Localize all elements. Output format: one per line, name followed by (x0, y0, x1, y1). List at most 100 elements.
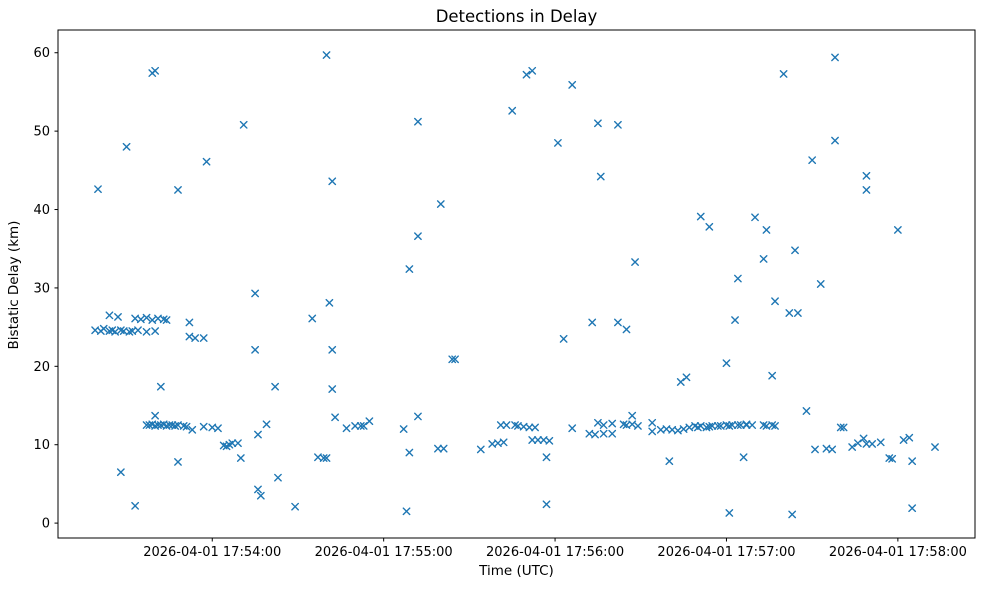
data-point-marker (174, 458, 182, 466)
data-point-marker (254, 430, 262, 439)
data-point-marker (931, 443, 939, 451)
data-point-marker (771, 297, 779, 306)
data-point-marker (713, 421, 722, 430)
data-point-marker (731, 316, 739, 324)
y-tick-label: 20 (33, 360, 50, 375)
y-axis-label: Bistatic Delay (km) (6, 220, 22, 350)
data-point-marker (291, 502, 300, 511)
data-point-marker (748, 421, 757, 430)
data-point-marker (665, 457, 674, 466)
data-point-marker (631, 258, 639, 266)
data-point-marker (534, 436, 542, 444)
data-point-marker (508, 106, 517, 115)
data-point-marker (322, 51, 331, 59)
data-point-marker (542, 500, 551, 509)
data-point-marker (114, 313, 122, 321)
data-point-marker (434, 444, 442, 453)
data-point-marker (802, 407, 811, 415)
data-point-marker (816, 280, 825, 288)
data-point-marker (888, 454, 897, 463)
data-point-marker (594, 418, 602, 427)
data-point-marker (439, 444, 448, 453)
data-point-marker (99, 324, 108, 333)
data-point-marker (94, 185, 102, 194)
data-point-marker (399, 425, 408, 433)
data-point-marker (414, 232, 422, 241)
data-point-marker (525, 423, 534, 432)
data-point-marker (622, 325, 631, 334)
chart-title: Detections in Delay (435, 7, 598, 26)
x-tick-label: 2026-04-01 17:57:00 (657, 545, 795, 560)
data-point-marker (751, 213, 759, 222)
data-point-marker (676, 378, 685, 386)
data-point-marker (405, 448, 414, 457)
data-point-marker (156, 382, 165, 391)
data-point-marker (568, 80, 577, 89)
data-point-marker (725, 509, 734, 517)
data-point-marker (359, 421, 368, 430)
y-tick-label: 30 (33, 281, 50, 296)
data-point-marker (793, 309, 802, 317)
data-point-marker (191, 334, 200, 342)
data-point-marker (728, 421, 737, 430)
x-tick-label: 2026-04-01 17:54:00 (143, 545, 281, 560)
data-point-marker (134, 326, 142, 335)
data-point-marker (151, 411, 160, 420)
data-point-marker (256, 491, 265, 500)
data-point-marker (151, 66, 160, 75)
data-point-marker (588, 318, 597, 327)
data-point-marker (199, 422, 208, 431)
data-point-marker (876, 438, 885, 447)
data-point-marker (839, 423, 848, 432)
data-point-marker (733, 421, 742, 430)
data-point-marker (788, 510, 797, 519)
x-tick-label: 2026-04-01 17:55:00 (315, 545, 453, 560)
data-point-marker (859, 434, 868, 443)
data-point-marker (234, 439, 242, 448)
data-point-marker (608, 429, 617, 438)
data-point-marker (414, 412, 422, 421)
data-point-marker (634, 421, 642, 430)
y-tick-label: 50 (33, 125, 50, 140)
data-point-marker (648, 427, 657, 436)
data-point-marker (496, 421, 505, 430)
data-point-marker (202, 157, 211, 166)
data-point-marker (522, 70, 531, 79)
data-point-marker (402, 507, 411, 516)
x-axis-label: Time (UTC) (479, 563, 554, 579)
data-point-marker (251, 345, 260, 354)
data-point-marker (768, 371, 777, 380)
data-point-marker (594, 119, 602, 128)
y-tick-label: 60 (33, 46, 50, 61)
data-point-marker (808, 156, 817, 165)
data-point-marker (331, 413, 339, 422)
data-point-marker (614, 120, 622, 129)
data-point-marker (451, 355, 459, 364)
data-point-marker (908, 504, 917, 513)
data-point-marker (682, 373, 691, 382)
data-point-marker (436, 200, 445, 208)
data-point-marker (905, 433, 914, 442)
data-point-marker (862, 186, 871, 194)
data-point-marker (759, 255, 768, 263)
data-point-marker (185, 318, 194, 327)
data-point-marker (831, 136, 839, 145)
data-point-marker (554, 138, 562, 147)
data-point-marker (739, 453, 748, 462)
data-point-marker (614, 318, 622, 327)
x-tick-label: 2026-04-01 17:56:00 (486, 545, 624, 560)
data-point-marker (236, 454, 245, 462)
data-point-marker (151, 327, 160, 335)
data-point-marker (599, 421, 608, 430)
y-tick-label: 0 (42, 517, 50, 532)
data-point-marker (328, 345, 337, 354)
data-point-marker (696, 212, 705, 221)
data-point-marker (545, 436, 554, 445)
data-point-marker (414, 117, 422, 126)
y-tick-label: 40 (33, 203, 50, 218)
data-point-marker (811, 445, 819, 454)
data-point-marker (328, 385, 337, 393)
data-point-marker (199, 334, 208, 342)
data-point-marker (142, 313, 151, 322)
